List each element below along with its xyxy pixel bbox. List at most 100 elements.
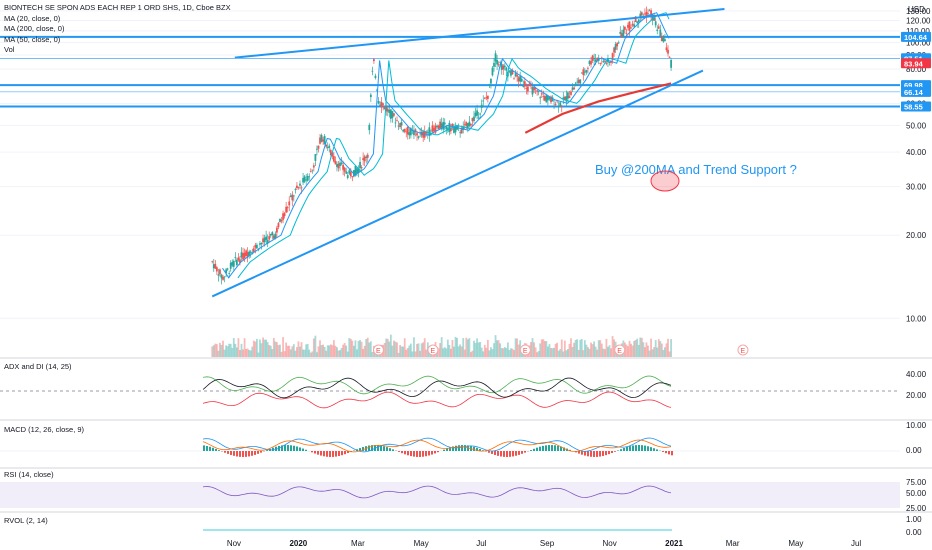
volume-bar [389,334,392,357]
time-tick-label: 2021 [665,539,683,548]
volume-bar [343,343,346,357]
volume-bar [294,350,297,357]
macd-histogram-bar [545,445,547,451]
volume-bar [222,340,224,357]
volume-bar [587,347,589,357]
volume-bar [593,341,596,357]
volume-bar [465,337,468,357]
candle-body [545,95,548,103]
candle-body [285,206,288,213]
volume-bar [249,350,252,357]
candle-body [653,17,656,21]
volume-bar [491,349,494,357]
candle-body [576,81,579,83]
volume-bar [468,338,471,357]
macd-histogram-bar [593,451,595,457]
candle-body [465,121,468,127]
candle-body [451,123,454,127]
candle-body [396,120,398,122]
volume-bar [334,345,337,357]
volume-bar [348,338,351,357]
macd-histogram-bar [596,451,598,457]
volume-bar [551,348,554,357]
macd-histogram-bar [242,451,244,457]
candle-body [485,97,488,99]
macd-histogram-bar [380,445,382,451]
earnings-marker [737,344,749,356]
macd-histogram-bar [404,451,406,455]
volume-bar [665,343,668,357]
volume-bar [316,352,318,357]
macd-histogram-bar [293,445,295,451]
candle-body [329,150,332,156]
volume-bar [656,347,659,357]
candle-body [483,98,486,100]
candle-body [374,75,377,78]
volume-bar [260,343,263,357]
volume-bar [443,347,446,357]
candle-body [579,79,582,84]
volume-bar [637,344,640,357]
candle-body [239,259,241,263]
candle-body [351,176,354,178]
volume-bars [211,334,672,357]
volume-bar [453,346,455,357]
volume-bar [363,345,366,357]
volume-bar [537,351,540,357]
candle-body [614,44,617,50]
volume-bar [476,338,478,357]
macd-histogram-bar [212,447,214,451]
volume-bar [633,340,636,357]
macd-histogram-bar [227,451,229,454]
candle-body [357,168,360,174]
volume-bar [423,338,426,357]
macd-histogram-bar [578,451,580,454]
volume-bar [583,340,586,357]
candle-body [543,96,546,101]
volume-bar [283,351,286,357]
volume-bar [234,343,237,357]
volume-bar [591,344,594,357]
candle-body [667,49,669,54]
candle-body [326,147,329,149]
volume-bar [417,343,420,357]
candle-body [212,264,215,269]
volume-bar [254,341,257,357]
candle-body [605,62,608,64]
candle-body [397,125,400,127]
candle-body [630,27,632,29]
volume-bar [457,346,460,357]
macd-histogram-bar [239,451,241,457]
macd-histogram-bar [638,445,640,451]
macd-histogram-bar [662,451,664,452]
candle-body [254,244,257,248]
volume-bar [508,349,511,357]
volume-bar [667,338,669,357]
price-tick-label: 40.00 [906,148,927,157]
candle-body [319,137,321,144]
candle-body [440,123,443,128]
macd-histogram-bar [473,446,475,451]
candle-body [516,75,519,77]
chart-legend: BIONTECH SE SPON ADS EACH REP 1 ORD SHS,… [4,3,231,56]
price-tick-label: 80.00 [906,65,927,74]
candle-body [422,131,425,138]
macd-histogram-bar [590,451,592,457]
macd-histogram-bar [671,451,673,456]
candle-body [563,96,566,101]
candle-body [325,144,328,147]
candle-body [376,89,378,91]
candle-body [591,55,594,61]
highlight-circle [650,170,680,192]
volume-bar [659,341,662,357]
candle-body [245,250,248,257]
volume-bar [439,343,442,357]
volume-bar [235,347,238,357]
macd-histogram-bar [608,451,610,455]
volume-bar [634,339,637,357]
macd-histogram-bar [446,448,448,451]
volume-bar [266,342,269,357]
candle-body [385,106,388,112]
volume-bar [437,348,440,357]
